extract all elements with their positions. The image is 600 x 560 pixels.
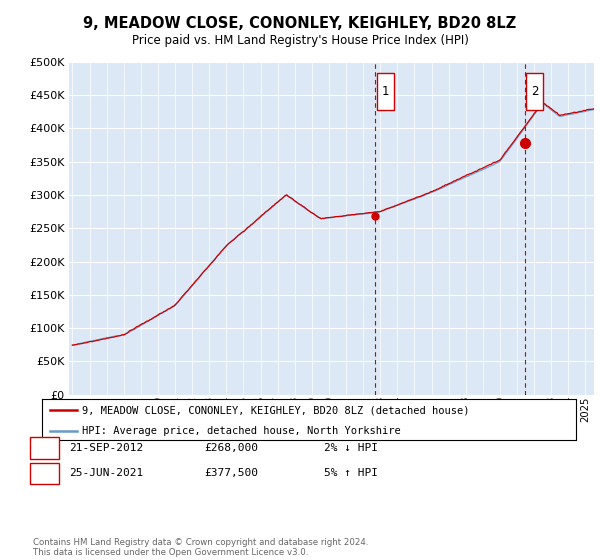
FancyBboxPatch shape — [377, 73, 394, 110]
Text: 25-JUN-2021: 25-JUN-2021 — [69, 468, 143, 478]
Text: 9, MEADOW CLOSE, CONONLEY, KEIGHLEY, BD20 8LZ (detached house): 9, MEADOW CLOSE, CONONLEY, KEIGHLEY, BD2… — [82, 405, 470, 415]
Text: Contains HM Land Registry data © Crown copyright and database right 2024.
This d: Contains HM Land Registry data © Crown c… — [33, 538, 368, 557]
Text: 1: 1 — [382, 85, 389, 98]
Text: HPI: Average price, detached house, North Yorkshire: HPI: Average price, detached house, Nort… — [82, 426, 401, 436]
Text: 2: 2 — [531, 85, 539, 98]
Text: £377,500: £377,500 — [204, 468, 258, 478]
Text: 2% ↓ HPI: 2% ↓ HPI — [324, 443, 378, 453]
Text: 5% ↑ HPI: 5% ↑ HPI — [324, 468, 378, 478]
Text: Price paid vs. HM Land Registry's House Price Index (HPI): Price paid vs. HM Land Registry's House … — [131, 34, 469, 46]
Text: 9, MEADOW CLOSE, CONONLEY, KEIGHLEY, BD20 8LZ: 9, MEADOW CLOSE, CONONLEY, KEIGHLEY, BD2… — [83, 16, 517, 31]
FancyBboxPatch shape — [526, 73, 543, 110]
Text: £268,000: £268,000 — [204, 443, 258, 453]
Text: 21-SEP-2012: 21-SEP-2012 — [69, 443, 143, 453]
Text: 1: 1 — [41, 443, 48, 453]
Text: 2: 2 — [41, 468, 48, 478]
